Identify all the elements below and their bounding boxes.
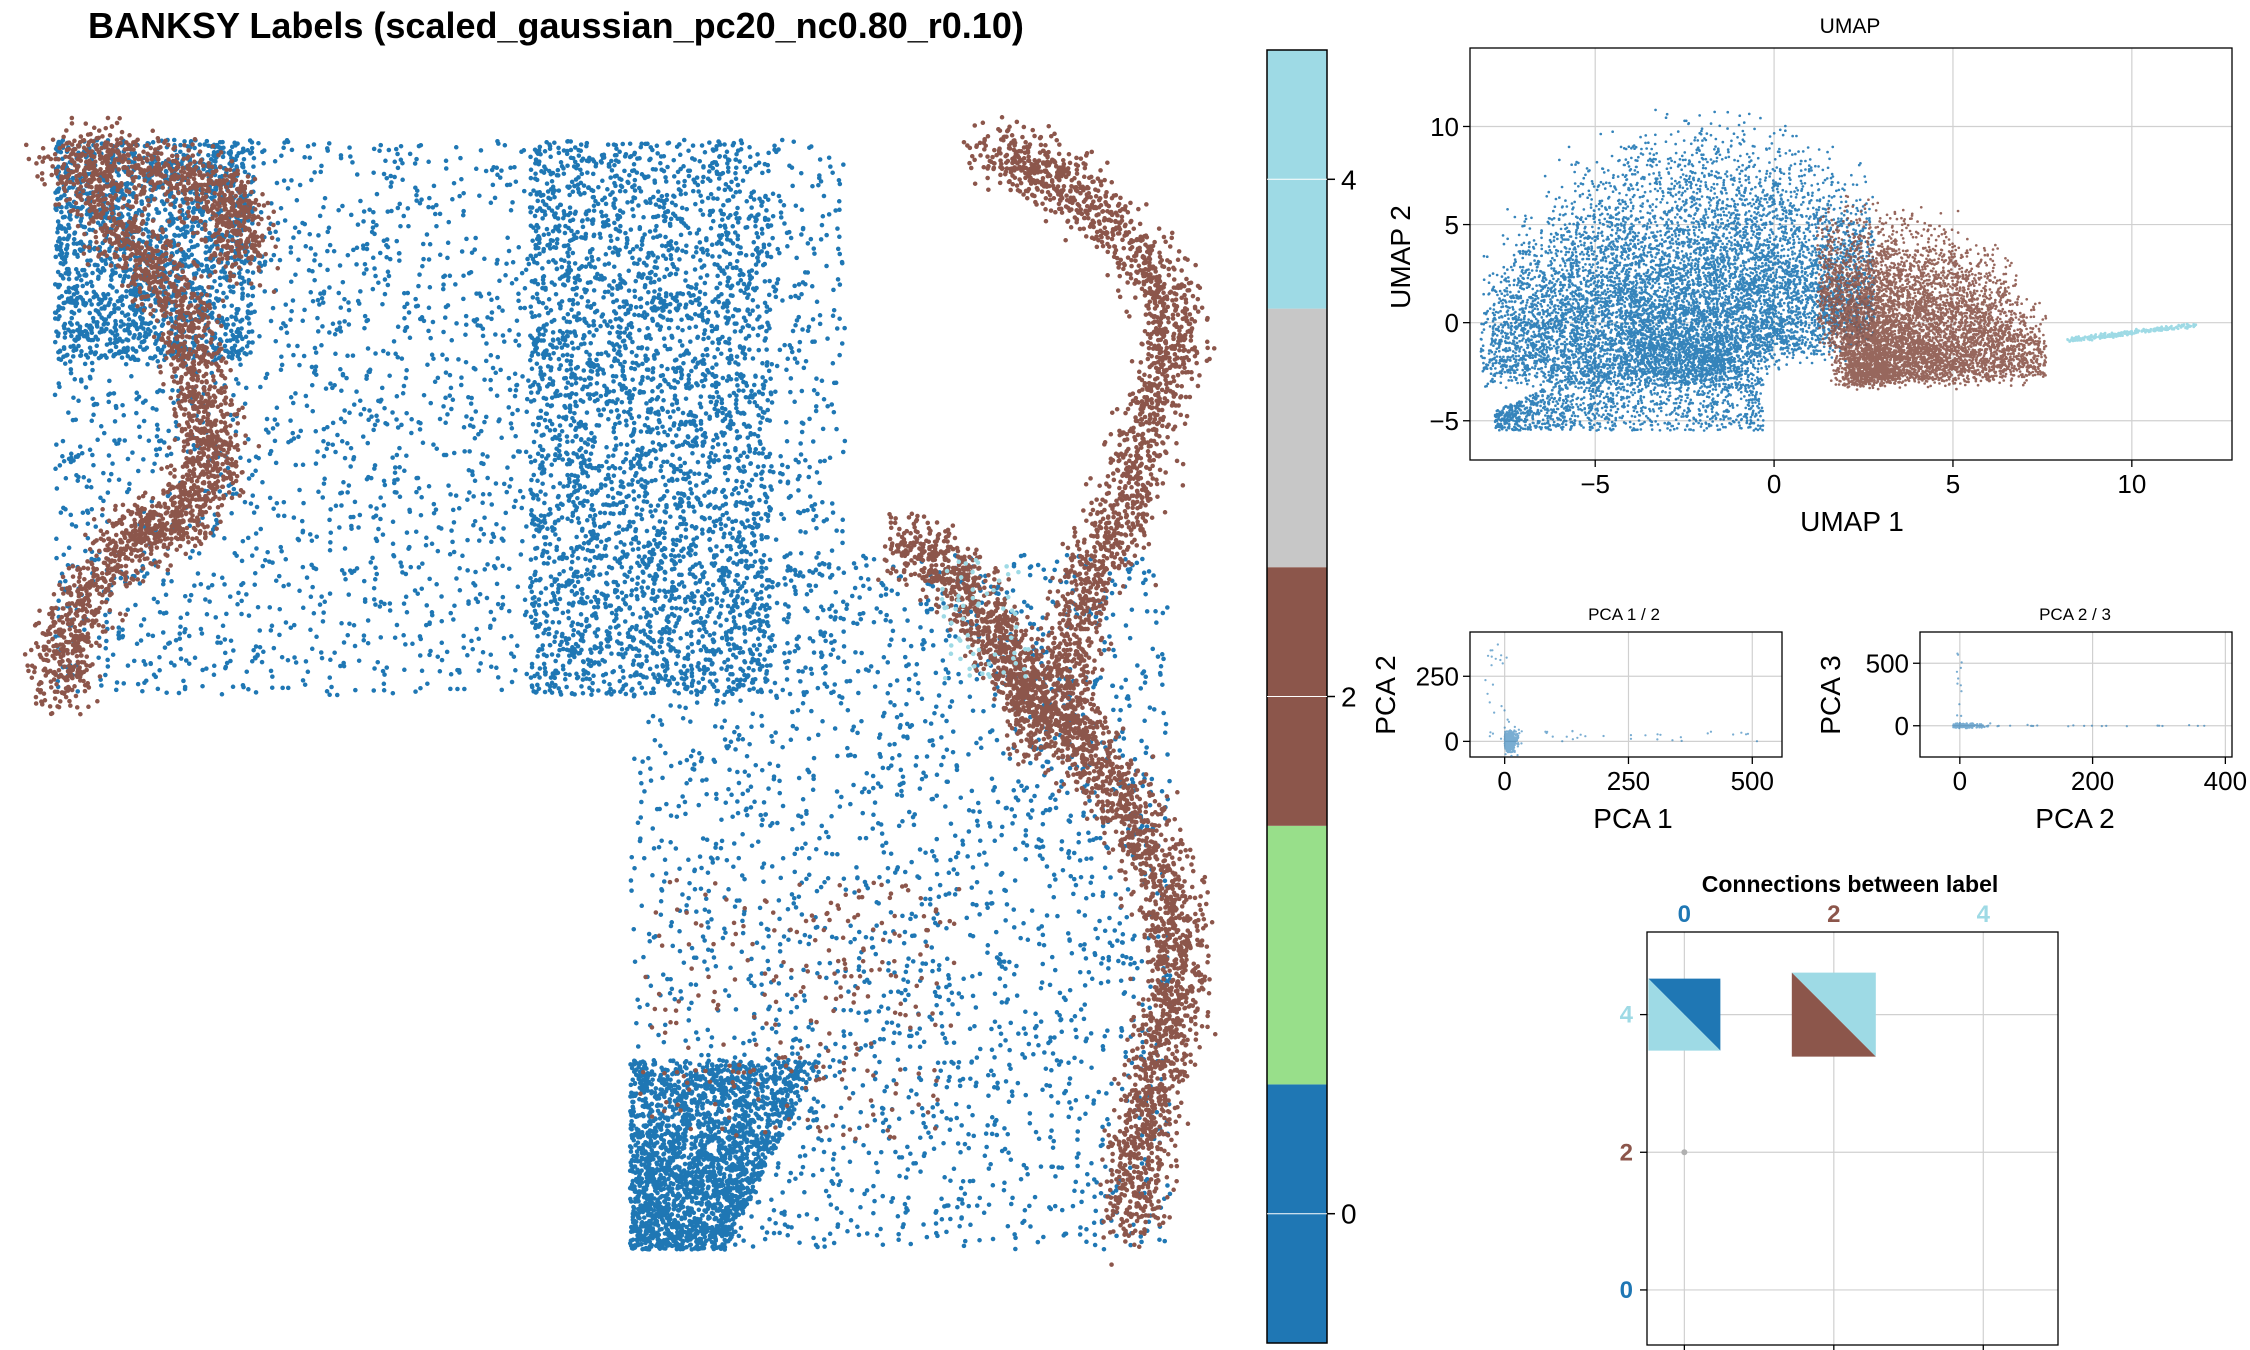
pca12-xtick-label: 0: [1497, 766, 1511, 796]
umap-frame: [1469, 47, 2233, 461]
connection-0-2: [1681, 1149, 1688, 1156]
connections-ytick-label-0: 0: [1620, 1277, 1633, 1304]
pca12-title: PCA 1 / 2: [1588, 605, 1660, 624]
pca23-ylabel: PCA 3: [1815, 655, 1846, 734]
pca23-plot: PCA 2 / 3 PCA 2 PCA 3 0 200 400 0 500: [1815, 605, 2247, 834]
spatial-title: BANKSY Labels (scaled_gaussian_pc20_nc0.…: [88, 5, 1024, 46]
connections-xtick-label-0: 0: [1678, 901, 1691, 928]
pca23-xtick-label: 200: [2071, 766, 2114, 796]
umap-ytick-label: 0: [1445, 308, 1459, 338]
umap-ytick-label: 5: [1445, 210, 1459, 240]
pca12-ylabel: PCA 2: [1370, 655, 1401, 734]
connections-xtick-label-2: 2: [1827, 901, 1840, 928]
pca12-plot: PCA 1 / 2 PCA 1 PCA 2 0 250 500 0 250: [1370, 605, 1783, 834]
pca23-xtick-label: 400: [2204, 766, 2247, 796]
connections-plot: Connections between label 0 2 4 0 2 4: [1620, 871, 2059, 1350]
pca23-frame: [1919, 631, 2233, 758]
umap-ylabel: UMAP 2: [1385, 205, 1416, 309]
connections-title: Connections between label: [1702, 871, 1999, 897]
pca12-xtick-label: 500: [1731, 766, 1774, 796]
pca12-xtick-label: 250: [1607, 766, 1650, 796]
umap-xtick-label: −5: [1580, 469, 1610, 499]
pca12-frame: [1469, 631, 1783, 758]
pca12-points: [1484, 643, 1759, 757]
colorbar-segment-1: [1267, 825, 1327, 1085]
umap-series-label-4: [2066, 322, 2198, 343]
connections-frame: [1646, 931, 2059, 1346]
umap-xlabel: UMAP 1: [1800, 506, 1904, 537]
colorbar: 0 2 4: [1266, 49, 1357, 1344]
spatial-plot: BANKSY Labels (scaled_gaussian_pc20_nc0.…: [22, 5, 1218, 1267]
pca12-xlabel: PCA 1: [1593, 803, 1672, 834]
colorbar-segment-3: [1267, 308, 1327, 568]
umap-ytick-label: 10: [1430, 112, 1459, 142]
connection-0-4-lower: [1648, 978, 1721, 1051]
umap-ytick-label: −5: [1429, 406, 1459, 436]
umap-title: UMAP: [1820, 15, 1881, 38]
pca23-points: [1952, 652, 2206, 730]
connection-2-4-lower: [1791, 972, 1876, 1057]
colorbar-tick-label-2: 2: [1341, 682, 1357, 713]
umap-series-label-2: [1815, 194, 2048, 391]
spatial-series-label-2: [22, 115, 1218, 1267]
pca23-xlabel: PCA 2: [2035, 803, 2114, 834]
spatial-series-label-4: [939, 557, 1031, 681]
umap-xtick-label: 0: [1767, 469, 1781, 499]
connections-xtick-label-4: 4: [1977, 901, 1991, 928]
umap-plot: UMAP UMAP 1 UMAP 2 −5 0 5 10 −5 0 5 10: [1385, 15, 2233, 537]
colorbar-tick-label-0: 0: [1341, 1199, 1357, 1230]
pca23-ytick-label: 500: [1866, 649, 1909, 679]
pca23-title: PCA 2 / 3: [2039, 605, 2111, 624]
pca23-ytick-label: 0: [1895, 711, 1909, 741]
spatial-points: [22, 115, 1218, 1267]
pca12-ytick-label: 0: [1445, 727, 1459, 757]
colorbar-tick-label-4: 4: [1341, 164, 1357, 195]
umap-series-label-0: [1479, 108, 1876, 432]
umap-xtick-label: 10: [2117, 469, 2146, 499]
pca23-xtick-label: 0: [1953, 766, 1967, 796]
umap-xtick-label: 5: [1946, 469, 1960, 499]
connections-ytick-label-4: 4: [1620, 1002, 1634, 1029]
pca12-ytick-label: 250: [1416, 662, 1459, 692]
connections-ytick-label-2: 2: [1620, 1139, 1633, 1166]
